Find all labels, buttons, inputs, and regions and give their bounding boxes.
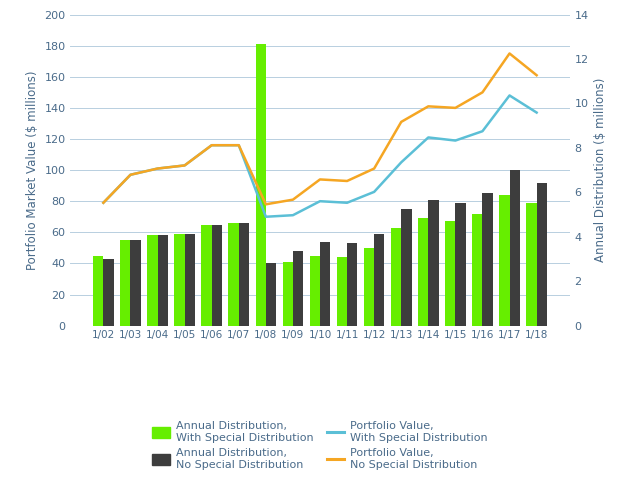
Bar [310,256,320,326]
Bar [174,234,184,326]
Bar [283,262,293,326]
Bar [536,183,547,326]
Bar [255,44,266,326]
Bar [104,259,114,326]
Bar [445,222,456,326]
Bar [391,227,401,326]
Bar [347,243,357,326]
Bar [509,170,520,326]
Bar [228,223,239,326]
Bar [157,235,168,326]
Bar [483,193,493,326]
Bar [147,235,157,326]
Bar [131,240,141,326]
Bar [499,195,509,326]
Bar [184,234,195,326]
Bar [428,200,438,326]
Bar [202,225,212,326]
Bar [374,234,385,326]
Legend: Annual Distribution,
With Special Distribution, Annual Distribution,
No Special : Annual Distribution, With Special Distri… [147,416,493,476]
Bar [212,225,222,326]
Bar [456,203,466,326]
Bar [401,209,412,326]
Bar [418,218,428,326]
Y-axis label: Portfolio Market Value ($ millions): Portfolio Market Value ($ millions) [26,70,39,270]
Y-axis label: Annual Distribution ($ millions): Annual Distribution ($ millions) [594,78,607,262]
Bar [239,223,249,326]
Bar [320,242,330,326]
Bar [472,214,483,326]
Bar [337,257,347,326]
Bar [364,248,374,326]
Bar [293,251,303,326]
Bar [120,240,131,326]
Bar [526,203,536,326]
Bar [266,263,276,326]
Bar [93,256,104,326]
